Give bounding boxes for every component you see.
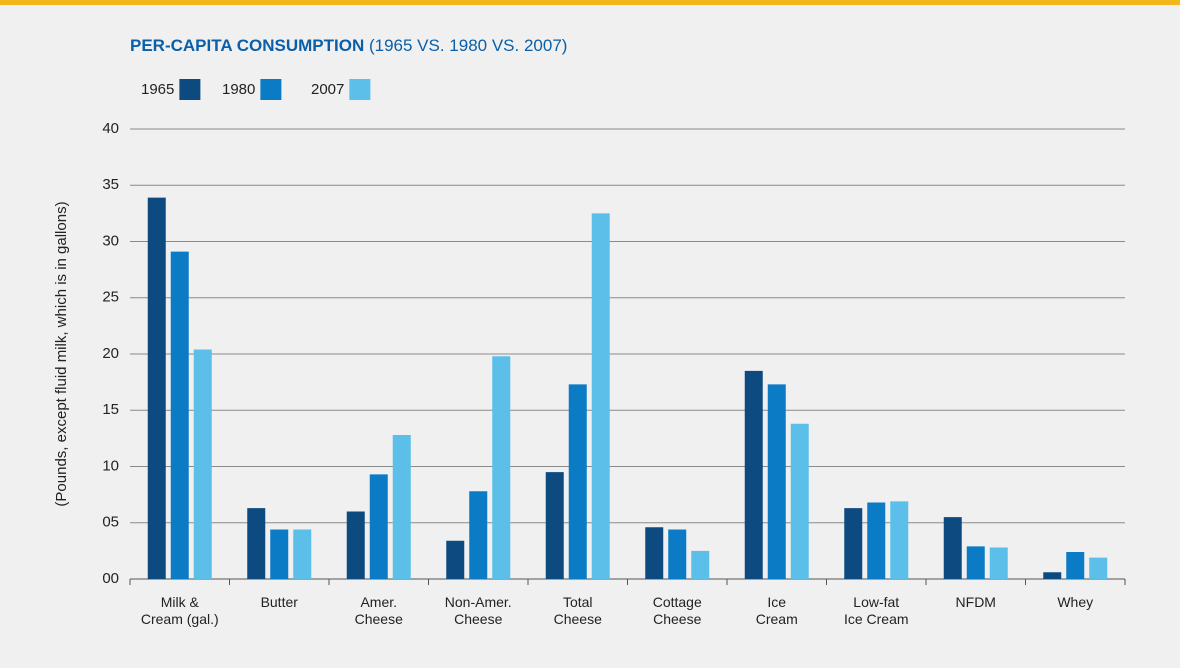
bar [744, 370, 763, 579]
bar [545, 472, 564, 579]
bar [492, 356, 511, 579]
bar [247, 508, 266, 579]
bar [1066, 552, 1085, 579]
bar [1043, 572, 1062, 579]
y-tick-label: 10 [102, 457, 119, 474]
y-tick-label: 35 [102, 176, 119, 193]
bar [790, 423, 809, 579]
x-tick-label: Cottage Cheese [652, 594, 702, 627]
legend-label: 2007 [311, 81, 344, 98]
bar [369, 474, 388, 579]
y-tick-label: 30 [102, 232, 119, 249]
y-tick-label: 40 [102, 120, 119, 137]
x-tick-label: Non-Amer. Cheese [444, 594, 512, 627]
bar [668, 529, 687, 579]
bar [691, 550, 710, 579]
bar [767, 384, 786, 579]
legend-label: 1965 [141, 81, 174, 98]
bar [943, 517, 962, 579]
chart-title: PER-CAPITA CONSUMPTION (1965 VS. 1980 VS… [130, 36, 567, 55]
x-tick-label: Milk & Cream (gal.) [140, 594, 219, 627]
bar [568, 384, 587, 579]
title: PER-CAPITA CONSUMPTION [130, 36, 364, 55]
bar [446, 540, 465, 579]
bar [645, 527, 664, 579]
y-axis-label: (Pounds, except fluid milk, which is in … [53, 201, 70, 506]
y-tick-label: 15 [102, 401, 119, 418]
legend-swatch [260, 79, 282, 100]
bar [989, 547, 1008, 579]
y-tick-label: 05 [102, 514, 119, 531]
bar [867, 502, 886, 579]
y-tick-label: 00 [102, 570, 119, 587]
legend-swatch [179, 79, 201, 100]
legend-swatch [349, 79, 371, 100]
x-tick-label: Total Cheese [553, 594, 602, 627]
y-tick-label: 25 [102, 289, 119, 306]
bar [469, 491, 488, 579]
bar [270, 529, 289, 579]
x-tick-label: Ice Cream [755, 594, 798, 627]
x-tick-label: Whey [1057, 594, 1094, 610]
y-tick-label: 20 [102, 345, 119, 362]
top-bar [0, 0, 1180, 5]
bar [844, 508, 863, 579]
bar [966, 546, 985, 579]
bar [293, 529, 312, 579]
bar [890, 501, 909, 579]
bar [346, 511, 365, 579]
bar [591, 213, 610, 579]
legend-label: 1980 [222, 81, 255, 98]
bar [170, 251, 189, 579]
subtitle: (1965 VS. 1980 VS. 2007) [369, 36, 567, 55]
bar [1089, 557, 1108, 579]
bar [392, 435, 411, 579]
x-tick-label: Amer. Cheese [354, 594, 403, 627]
bar [147, 197, 166, 579]
x-tick-label: Butter [260, 594, 298, 610]
x-tick-label: Low-fat Ice Cream [843, 594, 909, 627]
x-tick-label: NFDM [955, 594, 996, 610]
bar [193, 349, 212, 579]
